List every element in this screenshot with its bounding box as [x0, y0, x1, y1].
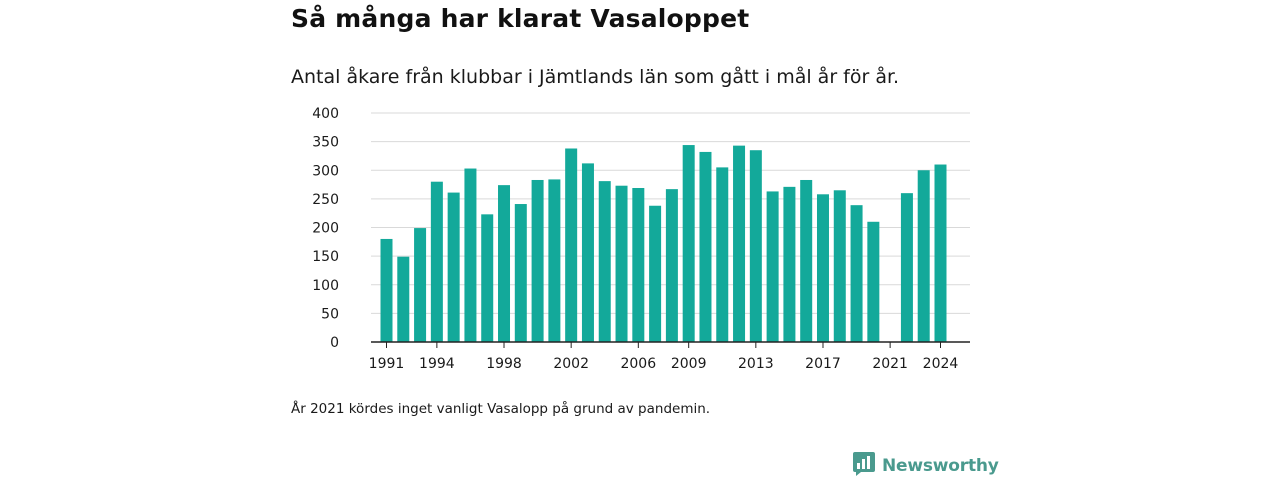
bar-2007 — [649, 205, 662, 342]
bar-1994 — [430, 181, 443, 342]
brand-logo[interactable]: Newsworthy — [852, 452, 999, 480]
bar-2014 — [766, 191, 779, 342]
y-tick-label: 200 — [312, 221, 339, 237]
x-tick-label: 2006 — [620, 356, 656, 372]
y-tick-label: 300 — [312, 163, 339, 179]
bar-1995 — [447, 192, 460, 342]
x-tick-label: 2009 — [671, 356, 707, 372]
bar-1999 — [514, 204, 527, 342]
bar-1996 — [464, 168, 477, 342]
bar-2005 — [615, 185, 628, 342]
y-tick-label: 0 — [330, 335, 339, 351]
x-tick-label: 1991 — [369, 356, 405, 372]
bar-1998 — [498, 185, 511, 342]
bars — [380, 145, 947, 342]
x-tick-label: 2002 — [553, 356, 589, 372]
x-axis-ticks: 1991 1994 1998 2002 2006 2009 2013 2017 2021 2024 — [369, 342, 959, 372]
bar-2022 — [900, 193, 913, 342]
y-tick-label: 150 — [312, 249, 339, 265]
newsworthy-logo-icon — [852, 451, 876, 481]
bar-1993 — [414, 228, 427, 342]
bar-2019 — [850, 205, 863, 342]
chart-subtitle: Antal åkare från klubbar i Jämtlands län… — [291, 66, 900, 88]
bar-2011 — [716, 167, 729, 342]
x-tick-label: 2017 — [805, 356, 841, 372]
bar-2008 — [665, 189, 678, 342]
bar-2009 — [682, 145, 695, 342]
bar-2004 — [598, 181, 611, 342]
y-axis-ticks: 0 50 100 150 200 250 300 350 400 — [312, 106, 339, 351]
bar-2002 — [565, 148, 578, 342]
bar-2006 — [632, 187, 645, 342]
y-tick-label: 350 — [312, 135, 339, 151]
bar-1991 — [380, 238, 393, 342]
bar-2023 — [917, 170, 930, 342]
bar-2013 — [749, 150, 762, 342]
brand-name: Newsworthy — [882, 456, 999, 476]
bar-1997 — [481, 214, 494, 342]
bar-2012 — [733, 145, 746, 342]
y-tick-label: 100 — [312, 278, 339, 294]
y-tick-label: 250 — [312, 192, 339, 208]
y-tick-label: 50 — [321, 306, 339, 322]
x-tick-label: 1998 — [486, 356, 522, 372]
chart-title: Så många har klarat Vasaloppet — [291, 4, 750, 33]
bar-2003 — [581, 163, 594, 342]
bar-2024 — [934, 164, 947, 342]
bar-2010 — [699, 151, 712, 342]
bar-2016 — [800, 179, 813, 342]
bar-2020 — [867, 221, 880, 342]
bar-2000 — [531, 179, 544, 342]
x-tick-label: 2013 — [738, 356, 774, 372]
bar-2015 — [783, 186, 796, 342]
bar-1992 — [397, 256, 410, 342]
y-tick-label: 400 — [312, 106, 339, 122]
bar-2017 — [816, 194, 829, 342]
footnote: År 2021 kördes inget vanligt Vasalopp på… — [291, 401, 711, 417]
x-tick-label: 1994 — [419, 356, 455, 372]
x-tick-label: 2024 — [923, 356, 959, 372]
bar-2001 — [548, 179, 561, 342]
bar-2018 — [833, 190, 846, 342]
x-tick-label: 2021 — [872, 356, 908, 372]
